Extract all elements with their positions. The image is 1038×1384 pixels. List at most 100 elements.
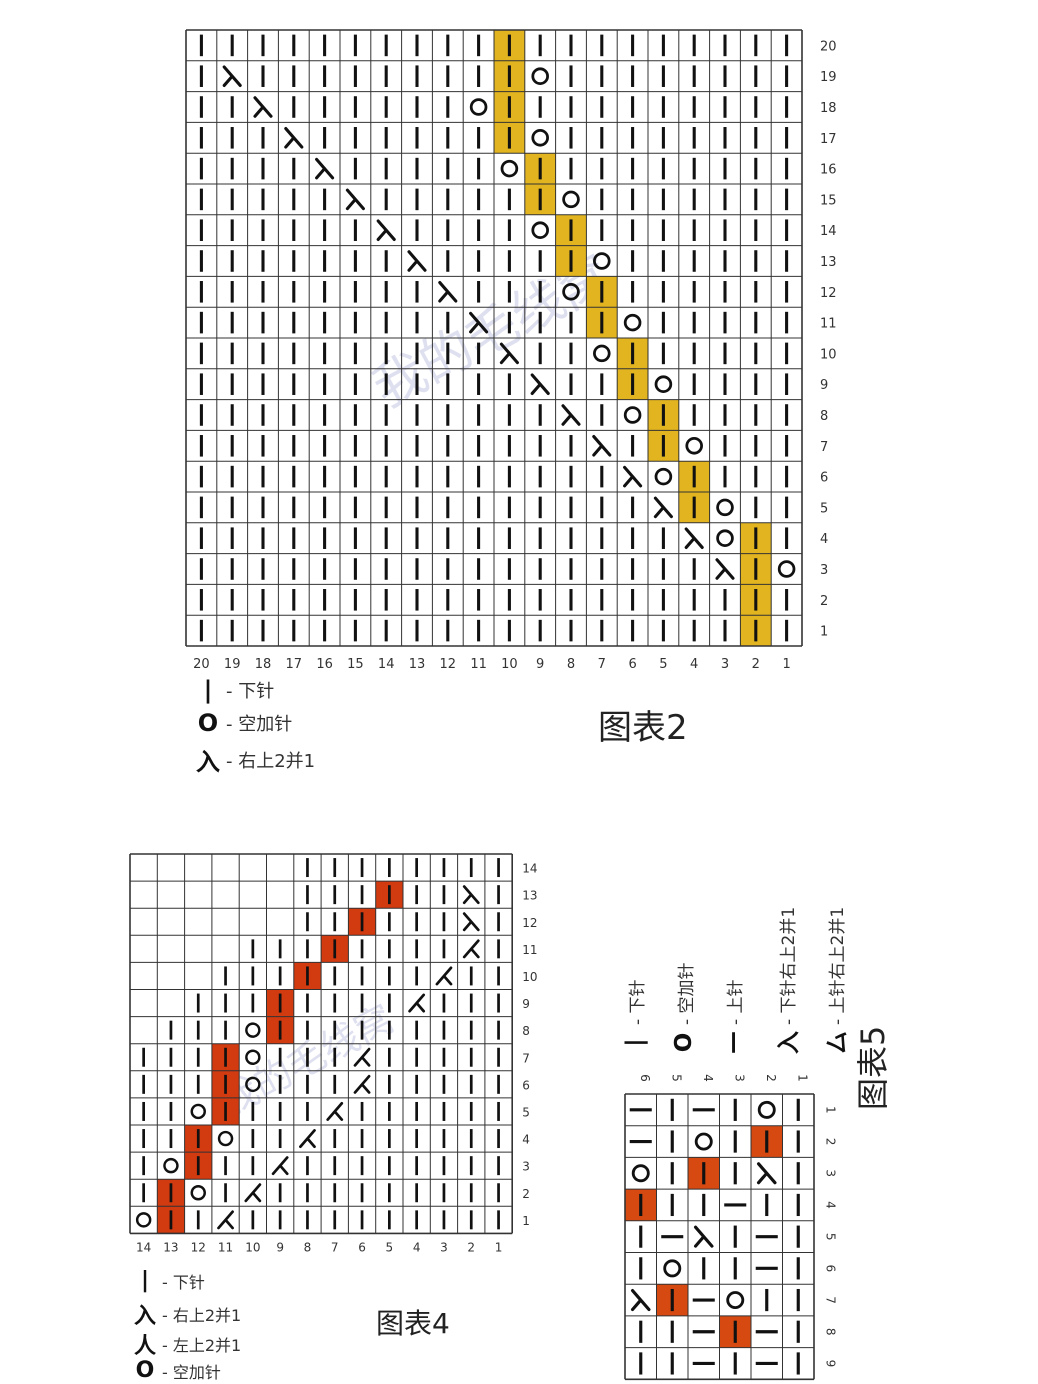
chart5-col-label: 4 bbox=[701, 1074, 715, 1082]
chart2-col-label: 8 bbox=[567, 657, 575, 672]
chart4-row-label: 8 bbox=[522, 1024, 530, 1038]
chart4-col-label: 5 bbox=[386, 1240, 394, 1254]
yarn-over-icon bbox=[593, 344, 611, 363]
right-decrease-icon bbox=[715, 558, 735, 580]
chart2-col-label: 1 bbox=[782, 657, 790, 672]
left-decrease-icon bbox=[353, 1074, 371, 1094]
right-decrease-icon bbox=[438, 281, 458, 303]
yarn-over-icon bbox=[500, 159, 519, 178]
chart2-col-label: 16 bbox=[316, 657, 333, 672]
chart2-legend-item: O - 空加针 bbox=[194, 709, 292, 737]
chart5-row-label: 4 bbox=[824, 1201, 838, 1209]
left-decrease-icon bbox=[217, 1210, 234, 1230]
chart2-row-label: 4 bbox=[820, 532, 828, 547]
purl-stitch-icon: — bbox=[720, 1031, 746, 1054]
chart2-row-label: 12 bbox=[820, 286, 837, 301]
chart5-legend-item: 入 - 下针右上2并1 bbox=[769, 907, 803, 1056]
chart4-title: 图表4 bbox=[376, 1307, 450, 1340]
chart2-col-label: 15 bbox=[347, 657, 364, 672]
chart4-legend-label: - 左上2并1 bbox=[162, 1336, 242, 1355]
chart5-legend-label: - 上针 bbox=[725, 979, 746, 1025]
chart5-row-label: 5 bbox=[824, 1233, 838, 1241]
chart4-row-label: 4 bbox=[522, 1133, 530, 1147]
chart4-col-label: 11 bbox=[218, 1240, 233, 1254]
right-decrease-icon bbox=[284, 127, 304, 149]
right-decrease-icon bbox=[499, 342, 519, 365]
yarn-over-icon bbox=[685, 437, 703, 455]
yarn-over-icon: O bbox=[671, 1032, 697, 1053]
right-decrease-icon bbox=[630, 1289, 651, 1312]
chart5-title: 图表5 bbox=[854, 1025, 892, 1110]
chart5-legend-label: - 空加针 bbox=[676, 962, 697, 1025]
yarn-over-icon bbox=[245, 1022, 261, 1038]
chart2-row-label: 13 bbox=[820, 255, 837, 270]
left-decrease-icon bbox=[299, 1129, 316, 1149]
chart2-row-label: 9 bbox=[820, 378, 828, 393]
chart4-col-label: 9 bbox=[276, 1240, 284, 1254]
chart5-row-label: 9 bbox=[824, 1360, 838, 1368]
chart2-col-label: 11 bbox=[470, 657, 487, 672]
right-decrease-icon bbox=[315, 157, 335, 180]
chart4-legend-item: 入 - 右上2并1 bbox=[132, 1298, 241, 1330]
chart4-row-label: 14 bbox=[522, 862, 537, 876]
chart4-col-label: 7 bbox=[331, 1240, 339, 1254]
yarn-over-icon bbox=[135, 1212, 152, 1228]
yarn-over-icon bbox=[190, 1185, 206, 1201]
right-decrease-icon bbox=[530, 373, 550, 395]
chart5-row-label: 2 bbox=[824, 1138, 838, 1146]
chart5-grid: 6 5 4 3 2 1 1 2 3 4 5 6 7 8 9 bbox=[624, 1074, 838, 1381]
chart5-col-label: 6 bbox=[638, 1074, 652, 1082]
chart2-col-label: 14 bbox=[378, 657, 395, 672]
chart5-legend-item: | - 下针 bbox=[622, 979, 648, 1056]
chart4-legend-label: - 空加针 bbox=[162, 1362, 221, 1382]
right-decrease-icon bbox=[592, 435, 612, 457]
right-decrease-icon bbox=[756, 1162, 777, 1185]
chart4-col-label: 10 bbox=[245, 1240, 260, 1254]
chart4-row-label: 10 bbox=[522, 970, 537, 984]
chart4-row-label: 2 bbox=[522, 1187, 530, 1201]
chart5-col-label: 5 bbox=[669, 1074, 683, 1082]
chart4-row-label: 5 bbox=[522, 1105, 530, 1119]
yarn-over-icon bbox=[562, 190, 580, 209]
yarn-over-icon: O bbox=[135, 1358, 155, 1383]
chart2-legend-label: - 下针 bbox=[226, 681, 275, 702]
chart5-col-label: 2 bbox=[764, 1074, 778, 1082]
yarn-over-icon bbox=[531, 221, 549, 239]
chart2-row-label: 18 bbox=[820, 101, 837, 116]
yarn-over-icon bbox=[663, 1259, 682, 1278]
left-decrease-icon bbox=[462, 939, 480, 959]
left-decrease-icon bbox=[353, 1047, 371, 1067]
chart4-row-label: 7 bbox=[522, 1051, 530, 1065]
left-decrease-icon bbox=[326, 1101, 344, 1121]
chart5-row-label: 7 bbox=[824, 1296, 838, 1304]
yarn-over-icon bbox=[654, 375, 673, 393]
chart4-col-label: 1 bbox=[495, 1240, 503, 1254]
chart2-col-label: 4 bbox=[690, 657, 698, 672]
chart2-row-label: 1 bbox=[820, 625, 828, 640]
chart2-col-label: 12 bbox=[440, 657, 457, 672]
chart4-row-label: 6 bbox=[522, 1078, 530, 1092]
right-decrease-icon bbox=[561, 404, 581, 426]
chart4-col-label: 4 bbox=[413, 1240, 421, 1254]
chart2-row-label: 14 bbox=[820, 224, 837, 239]
chart5-row-label: 1 bbox=[824, 1106, 838, 1114]
knit-stitch-icon: | bbox=[140, 1268, 150, 1293]
yarn-over-icon bbox=[469, 98, 488, 116]
chart2-legend-item: | - 下针 bbox=[194, 676, 275, 704]
chart2-legend-item: 入 - 右上2并1 bbox=[194, 742, 315, 777]
chart2-title: 图表2 bbox=[598, 708, 688, 748]
chart4-col-label: 14 bbox=[136, 1240, 151, 1254]
yarn-over-icon bbox=[245, 1049, 261, 1065]
chart5-row-label: 3 bbox=[824, 1169, 838, 1177]
chart2-legend-label: - 右上2并1 bbox=[226, 750, 316, 772]
right-decrease-icon bbox=[693, 1225, 714, 1248]
right-decrease-icon bbox=[623, 465, 643, 488]
chart5-col-label: 1 bbox=[795, 1074, 809, 1082]
chart2-col-label: 19 bbox=[224, 657, 241, 672]
yarn-over-icon bbox=[757, 1100, 776, 1119]
chart4-col-label: 6 bbox=[358, 1240, 366, 1254]
chart2-row-label: 8 bbox=[820, 409, 828, 424]
yarn-over-icon bbox=[777, 560, 796, 578]
